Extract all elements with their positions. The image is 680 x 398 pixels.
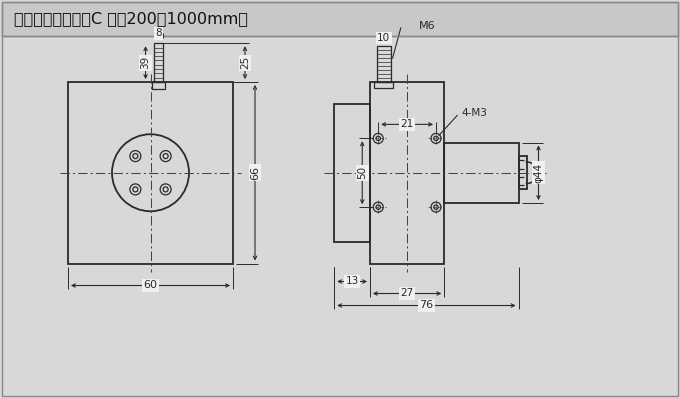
Text: 76: 76 bbox=[420, 300, 433, 310]
Text: 50: 50 bbox=[357, 166, 367, 179]
Text: 8: 8 bbox=[155, 28, 162, 38]
Bar bbox=[374, 82, 393, 88]
Text: 10: 10 bbox=[377, 33, 390, 43]
Text: 拉钢索式结构（小C 型：200－1000mm）: 拉钢索式结构（小C 型：200－1000mm） bbox=[14, 12, 248, 27]
Text: 27: 27 bbox=[401, 289, 413, 298]
Bar bbox=[518, 156, 526, 189]
Text: 13: 13 bbox=[345, 277, 359, 287]
Text: M6: M6 bbox=[419, 21, 435, 31]
Bar bbox=[154, 43, 163, 82]
Text: φ44: φ44 bbox=[534, 163, 543, 183]
Bar bbox=[377, 46, 390, 82]
Bar bbox=[444, 142, 518, 203]
Text: 21: 21 bbox=[401, 119, 413, 129]
Bar bbox=[335, 104, 370, 242]
Bar bbox=[2, 2, 678, 36]
Text: 4-M3: 4-M3 bbox=[461, 108, 487, 118]
Bar bbox=[370, 82, 444, 263]
Text: 39: 39 bbox=[141, 56, 150, 69]
Bar bbox=[68, 82, 233, 263]
Text: 60: 60 bbox=[143, 281, 158, 291]
Text: 66: 66 bbox=[250, 166, 260, 180]
Bar bbox=[152, 82, 165, 89]
Text: 25: 25 bbox=[240, 56, 250, 69]
